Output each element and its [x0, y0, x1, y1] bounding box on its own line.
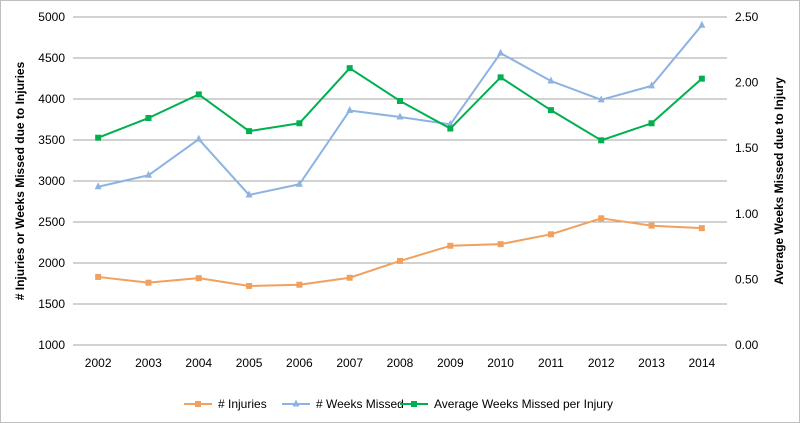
- data-point-average-weeks-missed-per-injury: [648, 120, 655, 127]
- y-axis-left-title: # Injuries or Weeks Missed due to Injuri…: [13, 61, 27, 300]
- data-point-injuries: [246, 282, 253, 289]
- data-point-weeks-missed: [648, 81, 656, 89]
- y-left-tick-label: 2000: [38, 256, 65, 270]
- data-point-weeks-missed: [346, 105, 354, 113]
- data-point-average-weeks-missed-per-injury: [346, 65, 353, 72]
- data-point-injuries: [598, 215, 605, 222]
- legend-marker: [292, 399, 300, 407]
- y-left-tick-label: 2500: [38, 215, 65, 229]
- x-tick-label: 2002: [85, 356, 112, 370]
- x-tick-label: 2005: [236, 356, 263, 370]
- y-left-tick-label: 3000: [38, 174, 65, 188]
- x-tick-label: 2009: [437, 356, 464, 370]
- data-point-injuries: [145, 279, 152, 286]
- data-point-injuries: [698, 225, 705, 232]
- data-point-injuries: [296, 281, 303, 288]
- x-tick-label: 2013: [638, 356, 665, 370]
- x-tick-label: 2003: [135, 356, 162, 370]
- data-point-injuries: [648, 222, 655, 229]
- x-tick-label: 2004: [185, 356, 212, 370]
- y-right-tick-label: 1.50: [735, 141, 759, 155]
- data-point-injuries: [447, 242, 454, 249]
- data-point-weeks-missed: [597, 95, 605, 103]
- data-point-average-weeks-missed-per-injury: [447, 125, 454, 132]
- data-point-weeks-missed: [295, 179, 303, 187]
- data-point-average-weeks-missed-per-injury: [246, 128, 253, 135]
- y-right-tick-label: 0.00: [735, 338, 759, 352]
- data-point-weeks-missed: [94, 182, 102, 190]
- data-point-average-weeks-missed-per-injury: [95, 134, 102, 141]
- data-point-injuries: [547, 231, 554, 238]
- data-point-average-weeks-missed-per-injury: [598, 137, 605, 144]
- y-right-tick-label: 2.00: [735, 76, 759, 90]
- y-left-tick-label: 1500: [38, 297, 65, 311]
- legend-item-injuries: # Injuries: [184, 397, 267, 411]
- legend-label: # Weeks Missed: [316, 397, 404, 411]
- series-injuries: [95, 215, 705, 289]
- data-point-injuries: [346, 274, 353, 281]
- y-left-tick-label: 1000: [38, 338, 65, 352]
- data-point-average-weeks-missed-per-injury: [698, 75, 705, 82]
- x-tick-label: 2014: [688, 356, 715, 370]
- legend-label: # Injuries: [218, 397, 267, 411]
- data-point-average-weeks-missed-per-injury: [296, 120, 303, 127]
- data-point-average-weeks-missed-per-injury: [145, 115, 152, 122]
- legend-marker: [195, 401, 201, 407]
- data-point-weeks-missed: [245, 190, 253, 198]
- data-point-injuries: [497, 241, 504, 248]
- legend-item-weeks-missed: # Weeks Missed: [282, 397, 404, 411]
- x-tick-label: 2006: [286, 356, 313, 370]
- series-average-weeks-missed-per-injury: [95, 65, 705, 144]
- data-point-weeks-missed: [497, 48, 505, 56]
- data-point-weeks-missed: [195, 134, 203, 142]
- data-point-weeks-missed: [446, 119, 454, 127]
- legend-item-average-weeks-missed-per-injury: Average Weeks Missed per Injury: [400, 397, 613, 411]
- x-tick-label: 2010: [487, 356, 514, 370]
- x-tick-label: 2012: [588, 356, 615, 370]
- data-point-injuries: [397, 257, 403, 264]
- y-right-tick-label: 0.50: [735, 272, 759, 286]
- y-right-tick-label: 2.50: [735, 10, 759, 24]
- data-point-average-weeks-missed-per-injury: [547, 107, 554, 114]
- data-point-weeks-missed: [144, 170, 152, 178]
- legend-label: Average Weeks Missed per Injury: [434, 397, 613, 411]
- data-point-weeks-missed: [698, 20, 706, 28]
- y-right-tick-label: 1.00: [735, 207, 759, 221]
- x-tick-label: 2008: [387, 356, 414, 370]
- series: [94, 20, 706, 289]
- data-point-injuries: [195, 275, 202, 282]
- y-left-tick-label: 4500: [38, 51, 65, 65]
- data-point-injuries: [95, 273, 102, 280]
- x-tick-label: 2007: [336, 356, 363, 370]
- y-left-tick-label: 4000: [38, 92, 65, 106]
- data-point-weeks-missed: [396, 112, 404, 120]
- data-point-average-weeks-missed-per-injury: [397, 97, 403, 104]
- data-point-average-weeks-missed-per-injury: [195, 91, 202, 98]
- y-left-tick-label: 3500: [38, 133, 65, 147]
- legend: # Injuries # Weeks Missed Average Weeks Mi…: [184, 397, 613, 411]
- legend-marker: [411, 401, 417, 407]
- axes: 1000 1500 2000 2500 3000 3500 4000 4500 5000 0.00…: [38, 10, 758, 370]
- data-point-average-weeks-missed-per-injury: [497, 74, 504, 81]
- data-point-weeks-missed: [547, 76, 555, 84]
- x-tick-label: 2011: [538, 356, 564, 370]
- y-left-tick-label: 5000: [38, 10, 65, 24]
- series-weeks-missed: [94, 20, 706, 198]
- y-axis-right-title: Average Weeks Missed due to Injury: [772, 77, 786, 285]
